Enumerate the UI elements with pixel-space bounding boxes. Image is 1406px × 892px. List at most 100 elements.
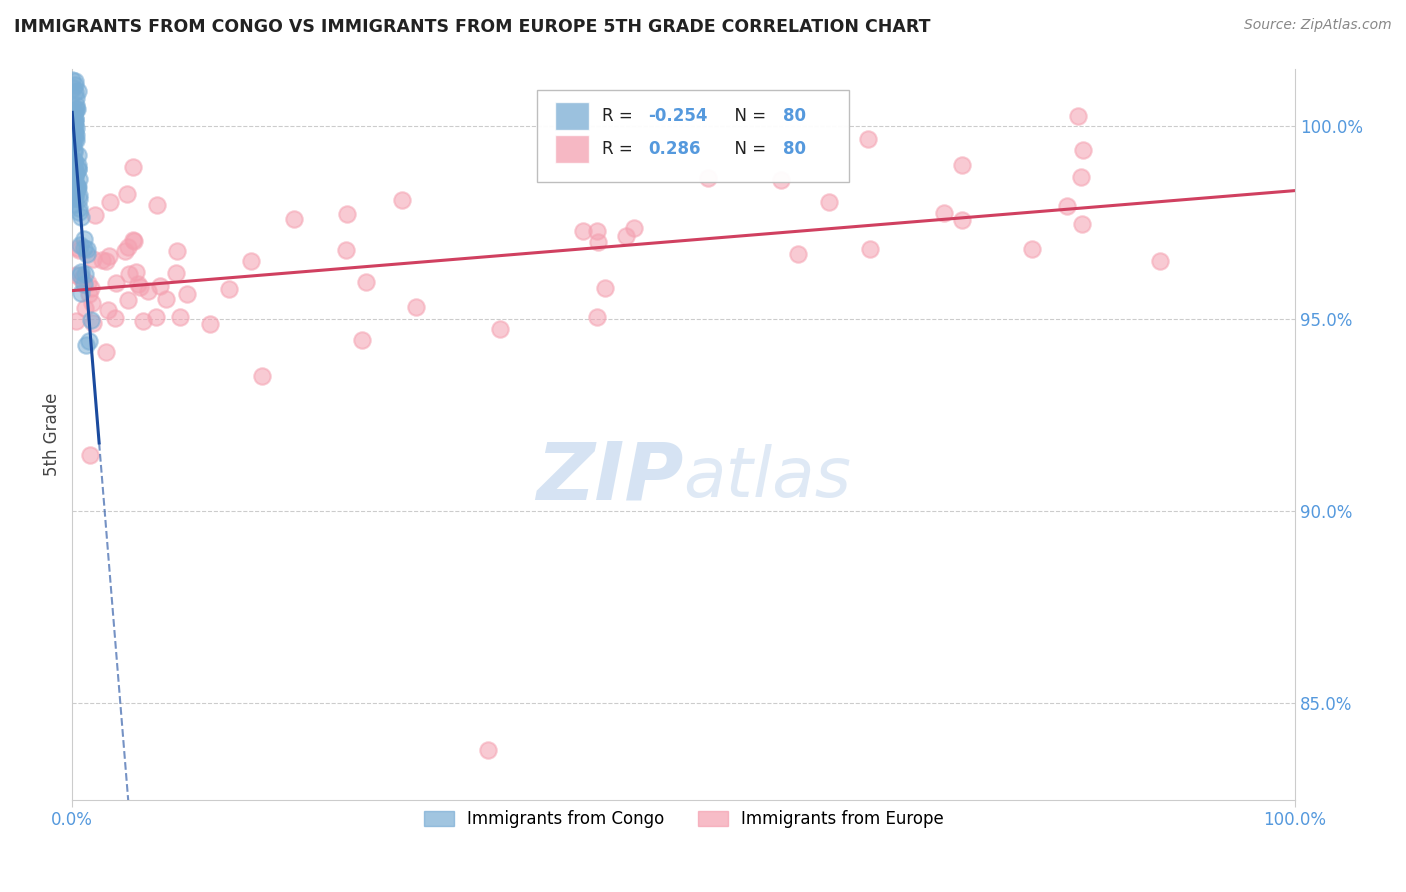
Point: [62, 73, 84, 87]
Point: [63, 154, 86, 169]
Point: [62, 80, 84, 95]
Point: [786, 247, 808, 261]
Point: [63, 166, 86, 180]
Text: Source: ZipAtlas.com: Source: ZipAtlas.com: [1244, 18, 1392, 32]
Point: [62, 121, 84, 136]
Legend: Immigrants from Congo, Immigrants from Europe: Immigrants from Congo, Immigrants from E…: [418, 804, 950, 835]
Point: [73, 241, 96, 255]
FancyBboxPatch shape: [537, 90, 849, 182]
Point: [166, 244, 188, 258]
Point: [1021, 242, 1043, 256]
Point: [62, 123, 84, 137]
Point: [67, 148, 90, 162]
Point: [149, 279, 172, 293]
Point: [65, 184, 87, 198]
Point: [63, 116, 86, 130]
Text: IMMIGRANTS FROM CONGO VS IMMIGRANTS FROM EUROPE 5TH GRADE CORRELATION CHART: IMMIGRANTS FROM CONGO VS IMMIGRANTS FROM…: [14, 18, 931, 36]
Point: [146, 198, 169, 212]
Text: 0.286: 0.286: [648, 140, 700, 158]
Point: [105, 276, 128, 290]
Point: [83, 208, 105, 222]
Point: [571, 224, 593, 238]
Point: [70, 210, 93, 224]
Point: [252, 368, 274, 383]
Point: [1070, 169, 1092, 184]
Point: [65, 166, 87, 180]
Point: [63, 162, 86, 177]
Point: [67, 241, 90, 255]
Point: [114, 244, 136, 258]
Point: [65, 98, 87, 112]
Point: [697, 171, 720, 186]
Point: [62, 115, 84, 129]
Point: [129, 280, 152, 294]
Point: [477, 742, 499, 756]
Y-axis label: 5th Grade: 5th Grade: [44, 392, 60, 475]
Point: [65, 313, 87, 327]
Point: [623, 220, 645, 235]
Text: 80: 80: [783, 140, 806, 158]
Point: [125, 265, 148, 279]
Point: [176, 287, 198, 301]
Point: [240, 253, 263, 268]
Point: [62, 124, 84, 138]
Text: ZIP: ZIP: [536, 439, 683, 516]
Point: [335, 243, 357, 257]
Point: [76, 247, 98, 261]
Point: [75, 338, 97, 352]
Point: [932, 206, 955, 220]
Point: [405, 300, 427, 314]
Point: [94, 344, 117, 359]
Point: [138, 284, 160, 298]
Point: [155, 293, 177, 307]
Point: [588, 235, 610, 250]
Point: [218, 282, 240, 296]
Point: [77, 276, 100, 290]
Point: [94, 254, 117, 268]
Point: [63, 121, 86, 136]
Point: [79, 448, 101, 462]
Point: [1056, 198, 1078, 212]
Point: [770, 172, 793, 186]
Point: [73, 301, 96, 315]
Point: [117, 187, 139, 202]
Point: [70, 285, 93, 300]
Point: [70, 273, 93, 287]
Point: [1149, 254, 1171, 268]
Point: [122, 233, 145, 247]
Text: atlas: atlas: [683, 444, 852, 511]
Point: [80, 313, 103, 327]
Point: [65, 178, 87, 192]
Point: [65, 103, 87, 118]
Point: [104, 310, 127, 325]
Point: [67, 201, 90, 215]
Point: [62, 128, 84, 142]
Point: [117, 293, 139, 307]
Point: [82, 252, 104, 266]
Point: [391, 193, 413, 207]
Point: [62, 167, 84, 181]
Point: [63, 159, 86, 173]
Point: [79, 281, 101, 295]
Point: [80, 296, 103, 310]
Point: [121, 161, 143, 175]
Point: [859, 242, 882, 256]
Point: [63, 112, 86, 127]
Point: [77, 334, 100, 348]
Text: -0.254: -0.254: [648, 107, 707, 125]
Point: [62, 132, 84, 146]
Point: [117, 240, 139, 254]
Point: [66, 102, 89, 116]
Point: [63, 143, 86, 157]
Point: [73, 232, 96, 246]
Point: [66, 180, 89, 194]
Point: [856, 132, 879, 146]
Point: [586, 224, 609, 238]
Point: [132, 314, 155, 328]
Point: [97, 249, 120, 263]
Point: [65, 126, 87, 140]
Point: [65, 132, 87, 146]
Point: [62, 104, 84, 119]
Point: [67, 243, 90, 257]
Point: [66, 180, 89, 194]
